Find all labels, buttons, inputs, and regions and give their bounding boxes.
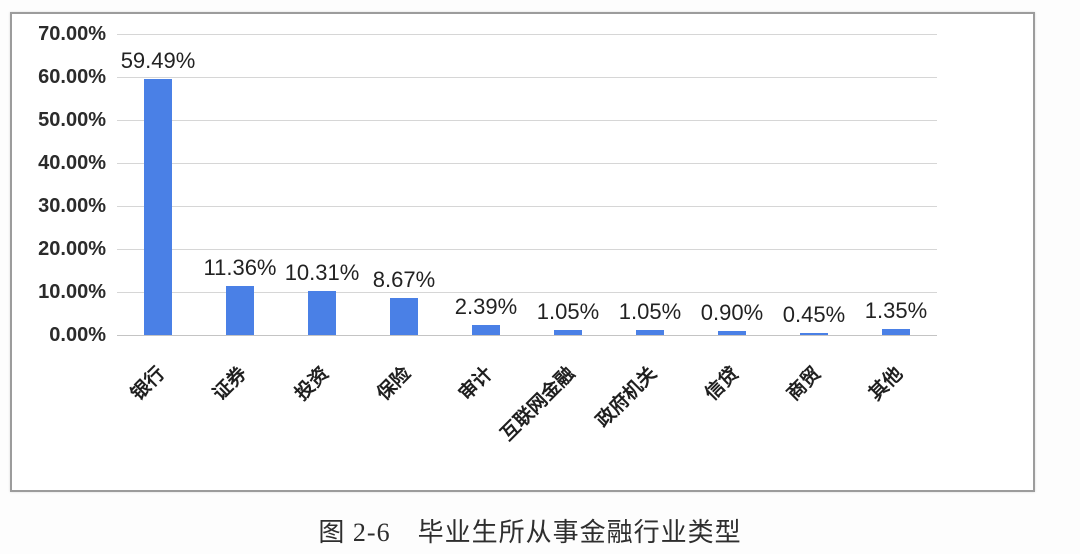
bar-政府机关 [636,330,664,335]
y-tick-label: 50.00% [38,109,106,131]
x-tick-label-保险: 保险 [373,363,416,405]
data-label-政府机关: 1.05% [618,299,682,325]
chart-frame: 0.00% 10.00% 20.00% 30.00% 40.00% 50.00% 60.00… [10,12,1035,492]
data-label-信贷: 0.90% [700,300,764,326]
bar-互联网金融 [554,330,582,335]
y-tick-label: 70.00% [38,23,106,45]
x-tick-label-审计: 审计 [455,363,498,405]
x-tick-label-互联网金融: 互联网金融 [497,363,580,446]
data-label-商贸: 0.45% [782,302,846,327]
gridline-10.00% [117,292,937,293]
bar-银行 [144,79,172,335]
x-tick-label-其他: 其他 [865,363,908,405]
bar-证券 [226,286,254,335]
data-label-保险: 8.67% [372,266,436,292]
gridline-0.00% [117,335,937,336]
gridline-50.00% [117,120,937,121]
y-tick-label: 0.00% [49,324,106,346]
data-label-银行: 59.49% [120,48,196,74]
data-label-证券: 11.36% [203,255,277,281]
bar-投资 [308,290,336,335]
x-tick-label-政府机关: 政府机关 [592,363,662,432]
y-tick-label: 10.00% [38,281,106,303]
bar-保险 [390,297,418,335]
y-tick-label: 30.00% [38,195,106,217]
x-tick-label-投资: 投资 [291,363,334,405]
plot-area: 59.49% 11.36% 10.31% 8.67% 2.39% 1.05% 1.05% 0.… [117,34,937,336]
figure-caption: 图 2-6 毕业生所从事金融行业类型 [318,518,742,547]
gridline-60.00% [117,77,937,78]
y-tick-label: 40.00% [38,152,106,174]
x-tick-label-信贷: 信贷 [701,363,744,405]
x-tick-label-商贸: 商贸 [783,363,826,405]
gridline-20.00% [117,249,937,250]
data-label-互联网金融: 1.05% [536,299,600,325]
bar-信贷 [718,331,746,335]
bar-审计 [472,324,500,335]
gridline-30.00% [117,206,937,207]
y-tick-label: 20.00% [38,238,106,260]
gridline-70.00% [117,34,937,35]
data-label-其他: 1.35% [864,298,928,324]
bar-商贸 [800,333,828,335]
gridline-40.00% [117,163,937,164]
x-tick-label-证券: 证券 [209,363,252,405]
y-tick-label: 60.00% [38,66,106,88]
data-label-投资: 10.31% [284,259,360,285]
bar-其他 [882,329,910,335]
x-tick-label-银行: 银行 [127,363,170,405]
data-label-审计: 2.39% [454,293,518,319]
